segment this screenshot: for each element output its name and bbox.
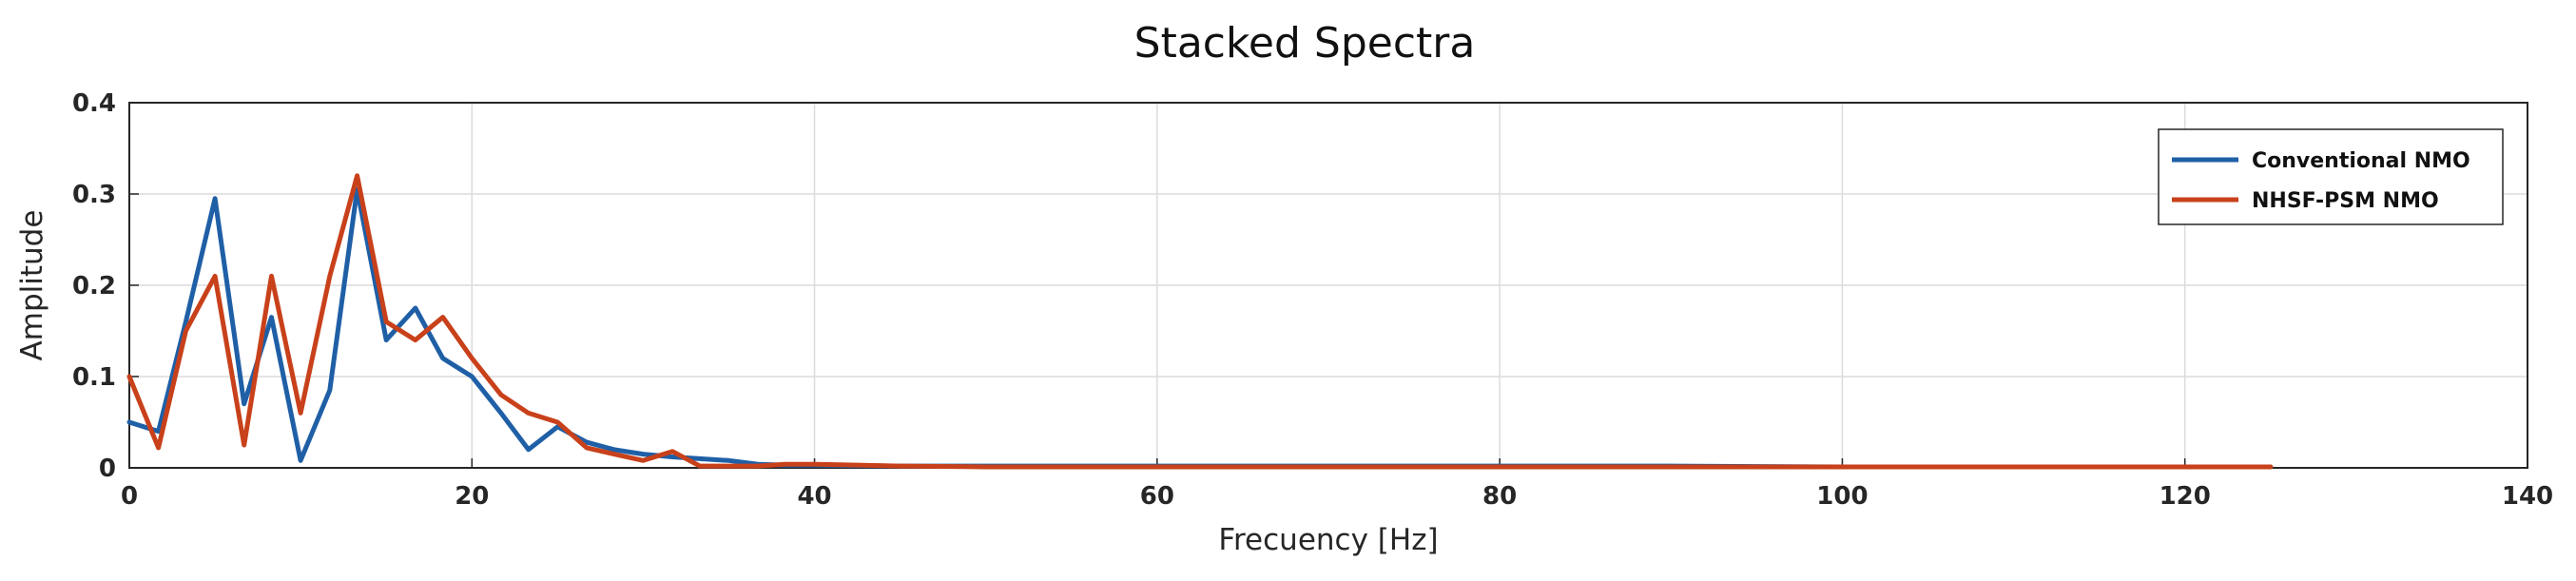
x-tick-label-1: 20: [455, 482, 489, 511]
x-tick-label-2: 40: [797, 482, 831, 511]
x-tick-label-6: 120: [2160, 482, 2211, 511]
chart-title: Stacked Spectra: [1134, 19, 1476, 68]
y-tick-label-4: 0.4: [72, 89, 116, 118]
legend-label-0: Conventional NMO: [2252, 149, 2470, 173]
x-tick-label-3: 60: [1140, 482, 1174, 511]
x-axis-label: Frecuency [Hz]: [1218, 523, 1438, 557]
x-tick-label-0: 0: [121, 482, 138, 511]
y-tick-label-3: 0.3: [72, 181, 116, 209]
y-tick-label-2: 0.2: [72, 272, 116, 300]
axis-ticks: 0 20 40 60 80 100 120 140 0 0.1 0.2 0.3 0.4: [72, 89, 2553, 511]
y-tick-label-1: 0.1: [72, 363, 116, 392]
y-axis-label: Amplitude: [15, 210, 49, 361]
x-tick-label-7: 140: [2502, 482, 2553, 511]
x-tick-label-5: 100: [1816, 482, 1868, 511]
data-series: [126, 173, 2274, 470]
series-line-1: [126, 173, 2274, 470]
y-tick-label-0: 0: [99, 455, 116, 483]
legend-label-1: NHSF-PSM NMO: [2252, 189, 2439, 213]
x-tick-label-4: 80: [1482, 482, 1517, 511]
legend-box: [2158, 128, 2504, 225]
legend: Conventional NMO NHSF-PSM NMO: [2158, 128, 2504, 225]
